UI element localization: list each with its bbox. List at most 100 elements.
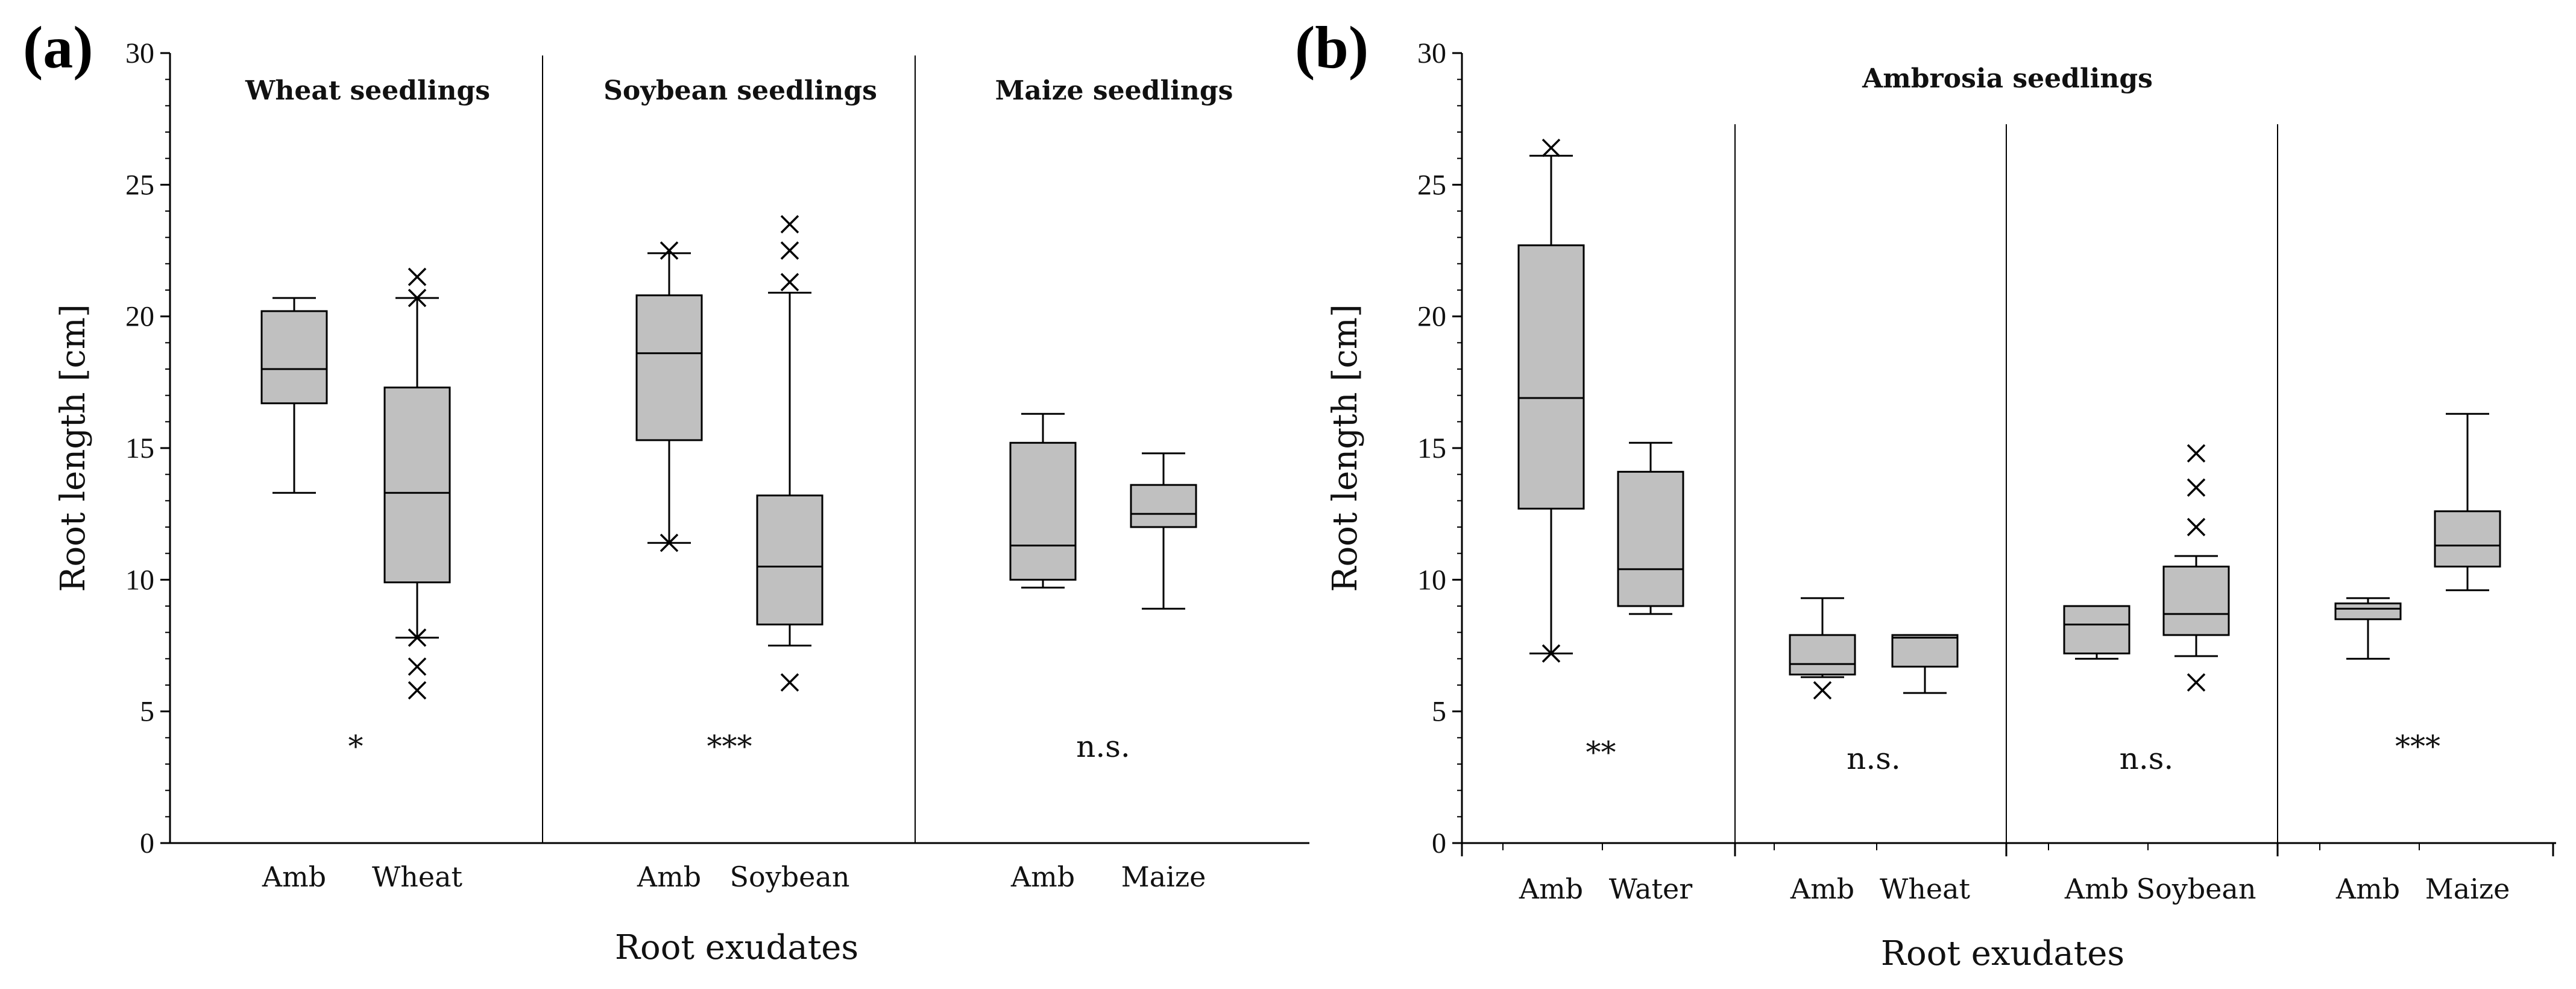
significance-label: * <box>348 729 364 764</box>
box-amb <box>2063 605 2130 660</box>
significance-label: *** <box>707 729 752 764</box>
panel-a: (a) 0 5 10 15 20 25 30 Root length [cm] Root exud… <box>23 14 1309 967</box>
y-axis-title: Root length [cm] <box>1326 304 1365 592</box>
y-tick-label: 5 <box>140 696 154 728</box>
box-amb <box>1517 138 1585 663</box>
panel-label: (a) <box>23 14 93 81</box>
iqr-box <box>635 294 703 441</box>
category-label: Wheat <box>1880 873 1971 905</box>
x-axis-title: Root exudates <box>615 928 858 967</box>
group-1: n.s. Amb Wheat <box>1789 597 1971 905</box>
outlier-marker <box>408 628 427 647</box>
y-tick-label: 30 <box>125 37 154 69</box>
iqr-box <box>1617 470 1684 607</box>
significance-label: n.s. <box>2120 741 2174 776</box>
outlier-marker <box>2187 517 2206 537</box>
iqr-box <box>383 387 451 584</box>
outlier-marker <box>408 657 427 676</box>
outlier-marker <box>1542 138 1561 157</box>
x-axis-title: Root exudates <box>1881 934 2124 973</box>
group-0: ** Amb Water <box>1517 138 1692 905</box>
category-label: Amb <box>1010 861 1075 893</box>
outlier-marker <box>408 681 427 700</box>
iqr-box <box>1009 441 1077 581</box>
iqr-box <box>1517 244 1585 510</box>
category-label: Wheat <box>372 861 463 893</box>
significance-label: n.s. <box>1847 741 1901 776</box>
outlier-marker <box>780 241 799 260</box>
iqr-box <box>2434 510 2501 567</box>
category-label: Soybean <box>2137 873 2256 905</box>
box-water <box>1617 441 1684 615</box>
iqr-box <box>756 494 824 626</box>
iqr-box <box>1891 634 1959 668</box>
y-tick-label: 25 <box>1417 169 1446 201</box>
iqr-box <box>260 310 328 405</box>
group-2: Maize seedlings n.s. Amb Maize <box>995 75 1233 893</box>
box-amb <box>1009 412 1077 589</box>
outlier-marker <box>2187 673 2206 692</box>
box-amb <box>1789 597 1856 700</box>
box-maize <box>2434 412 2501 592</box>
outlier-marker <box>2187 478 2206 497</box>
box-wheat <box>1891 634 1959 694</box>
category-label: Amb <box>2064 873 2129 905</box>
outlier-marker <box>408 288 427 308</box>
y-tick-label: 30 <box>1417 37 1446 69</box>
y-tick-label: 20 <box>1417 301 1446 333</box>
group-title: Soybean seedlings <box>603 75 877 106</box>
panel-b: (b) 0 5 10 15 20 25 30 Root length [cm] Root exud… <box>1295 14 2556 973</box>
iqr-box <box>2334 602 2402 621</box>
group-0: Wheat seedlings * Amb Wheat <box>245 75 490 893</box>
outlier-marker <box>1813 681 1832 700</box>
category-label: Amb <box>2335 873 2400 905</box>
y-tick-label: 0 <box>140 827 154 859</box>
outlier-marker <box>1542 644 1561 663</box>
y-tick-label: 0 <box>1432 827 1446 859</box>
iqr-box <box>2162 566 2230 636</box>
group-title: Maize seedlings <box>995 75 1233 106</box>
box-soybean <box>2162 444 2230 692</box>
iqr-box <box>2063 605 2130 655</box>
category-label: Water <box>1609 873 1692 905</box>
y-tick-label: 5 <box>1432 696 1446 728</box>
iqr-box <box>1130 484 1197 528</box>
y-tick-label: 20 <box>125 301 154 333</box>
outlier-marker <box>660 241 679 260</box>
y-axis-title: Root length [cm] <box>54 304 93 592</box>
panel-label: (b) <box>1295 14 1368 81</box>
box-soybean <box>756 215 824 692</box>
outlier-marker <box>660 533 679 552</box>
significance-label: ** <box>1586 735 1616 770</box>
box-amb <box>2334 597 2402 660</box>
y-tick-label: 25 <box>125 169 154 201</box>
y-tick-label: 15 <box>1417 432 1446 464</box>
category-label: Maize <box>2425 873 2510 905</box>
box-amb <box>635 241 703 552</box>
y-tick-label: 15 <box>125 432 154 464</box>
box-maize <box>1130 452 1197 610</box>
significance-label: n.s. <box>1076 729 1130 764</box>
panel-title: Ambrosia seedlings <box>1862 63 2153 94</box>
outlier-marker <box>780 273 799 292</box>
outlier-marker <box>408 267 427 286</box>
category-label: Amb <box>1790 873 1854 905</box>
significance-label: *** <box>2395 729 2440 764</box>
group-2: n.s. Amb Soybean <box>2063 444 2256 905</box>
group-1: Soybean seedlings *** Amb Soybean <box>603 75 877 893</box>
category-label: Maize <box>1121 861 1206 893</box>
outlier-marker <box>780 215 799 234</box>
outlier-marker <box>780 673 799 692</box>
y-tick-label: 10 <box>125 564 154 596</box>
category-label: Amb <box>262 861 326 893</box>
category-label: Soybean <box>730 861 850 893</box>
group-3: *** Amb Maize <box>2334 412 2510 905</box>
outlier-marker <box>2187 444 2206 463</box>
box-amb <box>260 297 328 494</box>
category-label: Amb <box>637 861 701 893</box>
group-title: Wheat seedlings <box>245 75 490 106</box>
y-tick-label: 10 <box>1417 564 1446 596</box>
category-label: Amb <box>1519 873 1583 905</box>
box-wheat <box>383 267 451 700</box>
